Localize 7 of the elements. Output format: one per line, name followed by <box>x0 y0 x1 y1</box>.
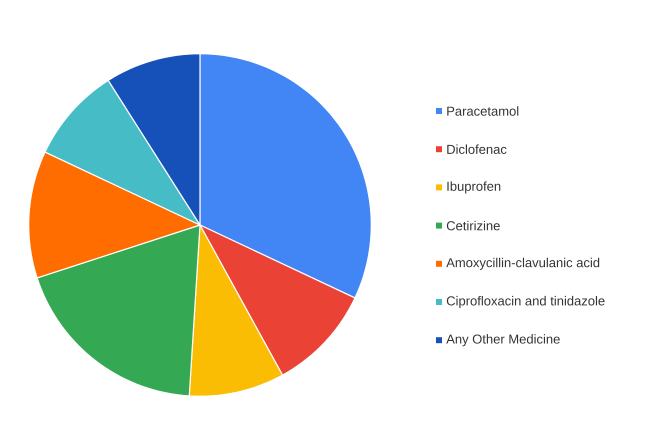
legend-label: Cetirizine <box>446 220 500 230</box>
legend-label: Amoxycillin-clavulanic acid <box>446 258 600 270</box>
legend-label: Ciprofloxacin and tinidazole <box>446 296 605 308</box>
legend-label: Diclofenac <box>447 144 507 154</box>
legend-label: Ibuprofen <box>447 181 500 194</box>
legend-label: Any Other Medicine <box>446 334 560 346</box>
legend-label: Paracetamol <box>447 106 518 116</box>
